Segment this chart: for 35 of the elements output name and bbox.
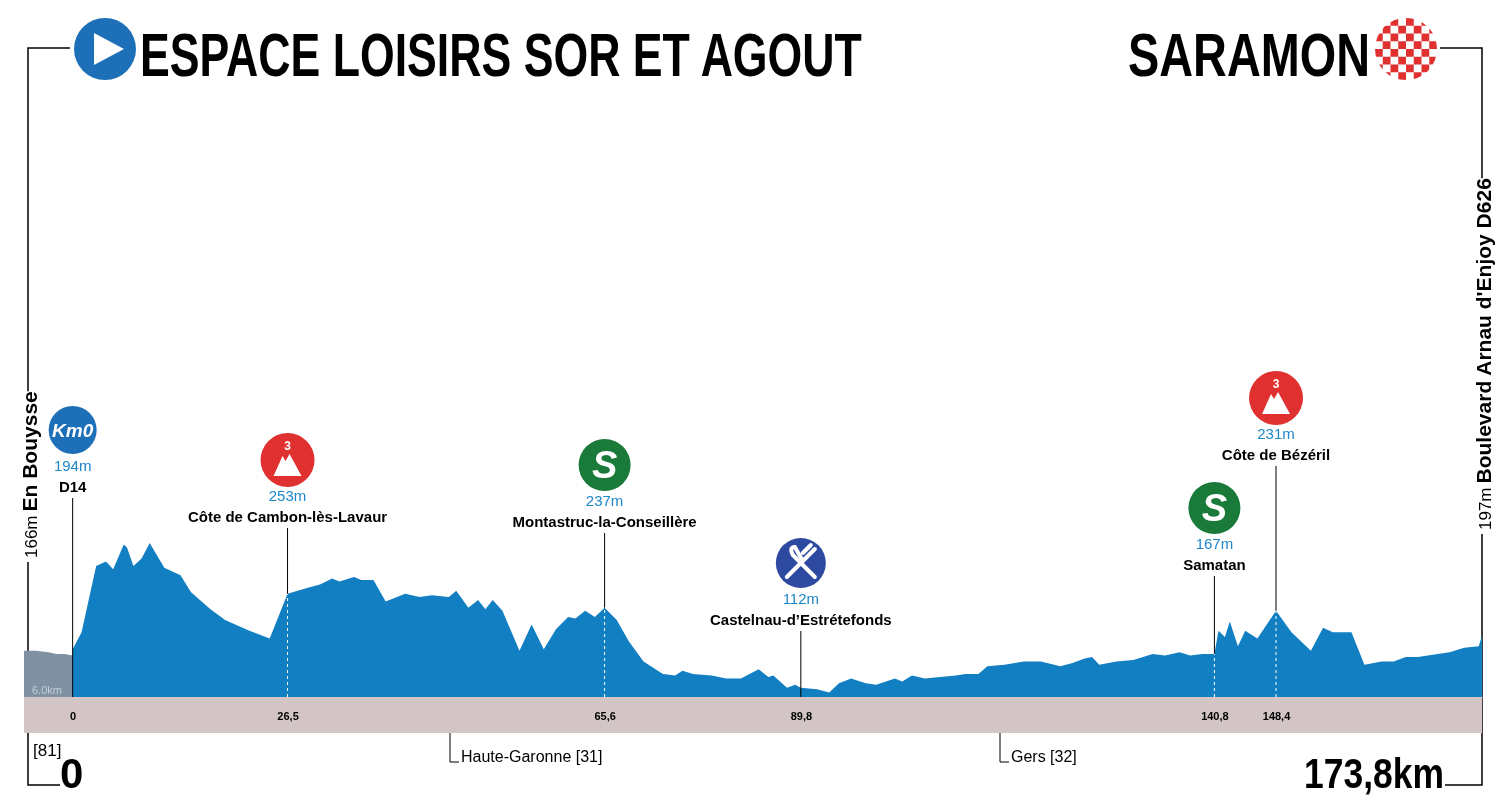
sprint-icon: S <box>1188 482 1241 534</box>
text: [81] <box>33 741 62 760</box>
sprint-icon: S <box>578 439 631 491</box>
chart-title: ESPACE LOISIRS SOR ET AGOUT <box>140 19 862 89</box>
annotation: 112m <box>782 590 820 607</box>
text: Montastruc-la-Conseillère <box>512 513 697 530</box>
x-tick-label: 140,8 <box>1201 709 1229 722</box>
text: 237m <box>585 492 624 509</box>
annotation: Castelnau-d’Estrétefonds <box>709 611 892 628</box>
annotation: Samatan <box>1183 556 1246 573</box>
mountain-icon: 3 <box>1249 371 1304 425</box>
x-tick-label: 65,6 <box>594 709 616 722</box>
km-marker-icon: Km0 <box>48 406 97 454</box>
chart-subtitle: SARAMON <box>1128 19 1370 90</box>
text: 253m <box>268 487 307 504</box>
x-tick-label: 26,5 <box>277 709 299 722</box>
text: 194m <box>53 457 92 474</box>
text: 231m <box>1257 425 1295 442</box>
text: Boulevard Arnau d'Enjoy D626 <box>1472 178 1495 484</box>
x-tick-label: 89,8 <box>790 709 813 722</box>
text: Gers [32] <box>1011 748 1077 765</box>
mountain-icon: 3 <box>260 433 315 487</box>
text: En Bouysse <box>18 391 41 512</box>
annotation: 6.0km <box>32 684 62 696</box>
x-tick-label: 148,4 <box>1262 709 1292 722</box>
annotation: 167m <box>1195 535 1234 552</box>
text: Haute-Garonne [31] <box>461 748 603 765</box>
annotation: 166m <box>22 515 41 558</box>
text: 0 <box>60 750 84 797</box>
text: Côte de Cambon-lès-Lavaur <box>187 508 388 525</box>
text: D14 <box>58 478 88 495</box>
text: 197m <box>1476 487 1495 530</box>
text: 173,8km <box>1304 750 1444 797</box>
text: Côte de Bézéril <box>1221 446 1331 463</box>
x-tick-label: 0 <box>70 709 77 722</box>
